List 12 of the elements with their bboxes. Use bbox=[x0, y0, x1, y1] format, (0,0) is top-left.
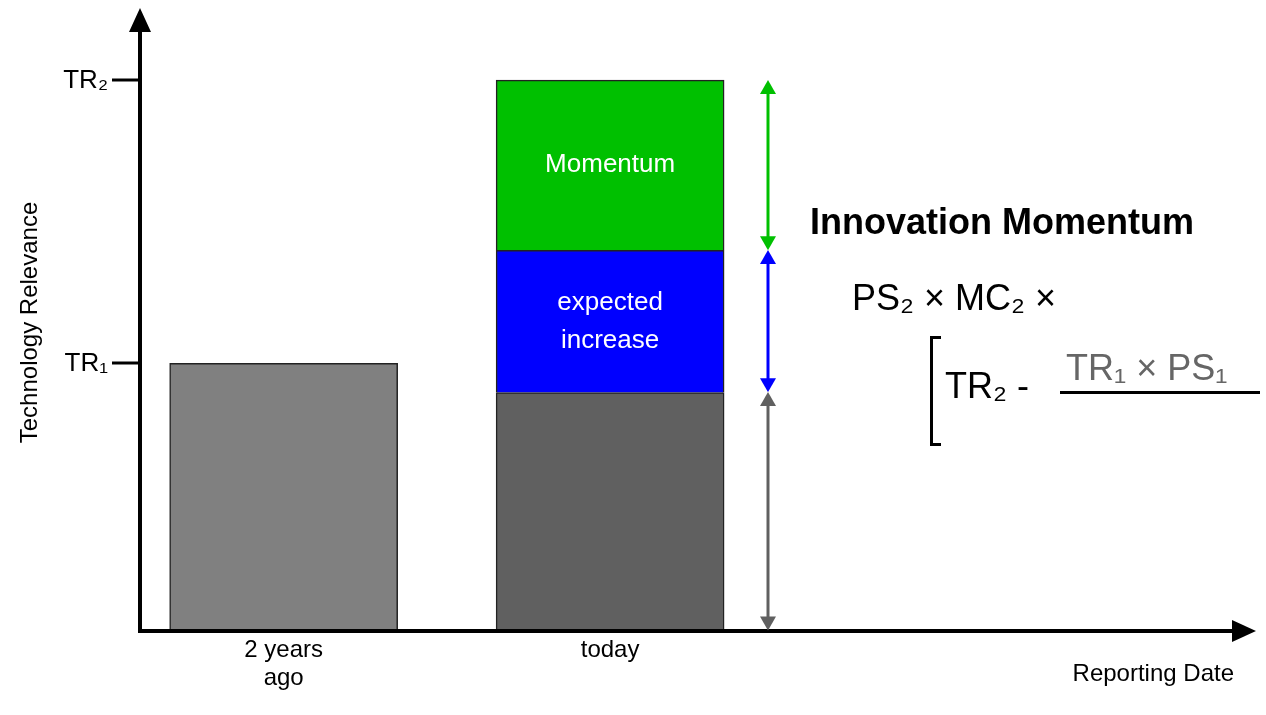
series-label: expected increase bbox=[557, 285, 663, 354]
series-label: Momentum bbox=[545, 148, 676, 179]
text: TR₂ bbox=[63, 64, 108, 95]
text: Innovation Momentum bbox=[810, 201, 1194, 242]
text: TR₁ bbox=[64, 347, 108, 378]
text: Reporting Date bbox=[1072, 659, 1234, 686]
text: TR₁ × PS₁ bbox=[1066, 347, 1228, 388]
y-axis-title: Technology Relevance bbox=[15, 201, 43, 444]
x-tick-label: today bbox=[580, 635, 640, 663]
x-tick-label: 2 years ago bbox=[244, 635, 323, 691]
text: TR₂ - bbox=[945, 365, 1029, 406]
text: PS₂ × MC₂ × bbox=[852, 277, 1057, 318]
